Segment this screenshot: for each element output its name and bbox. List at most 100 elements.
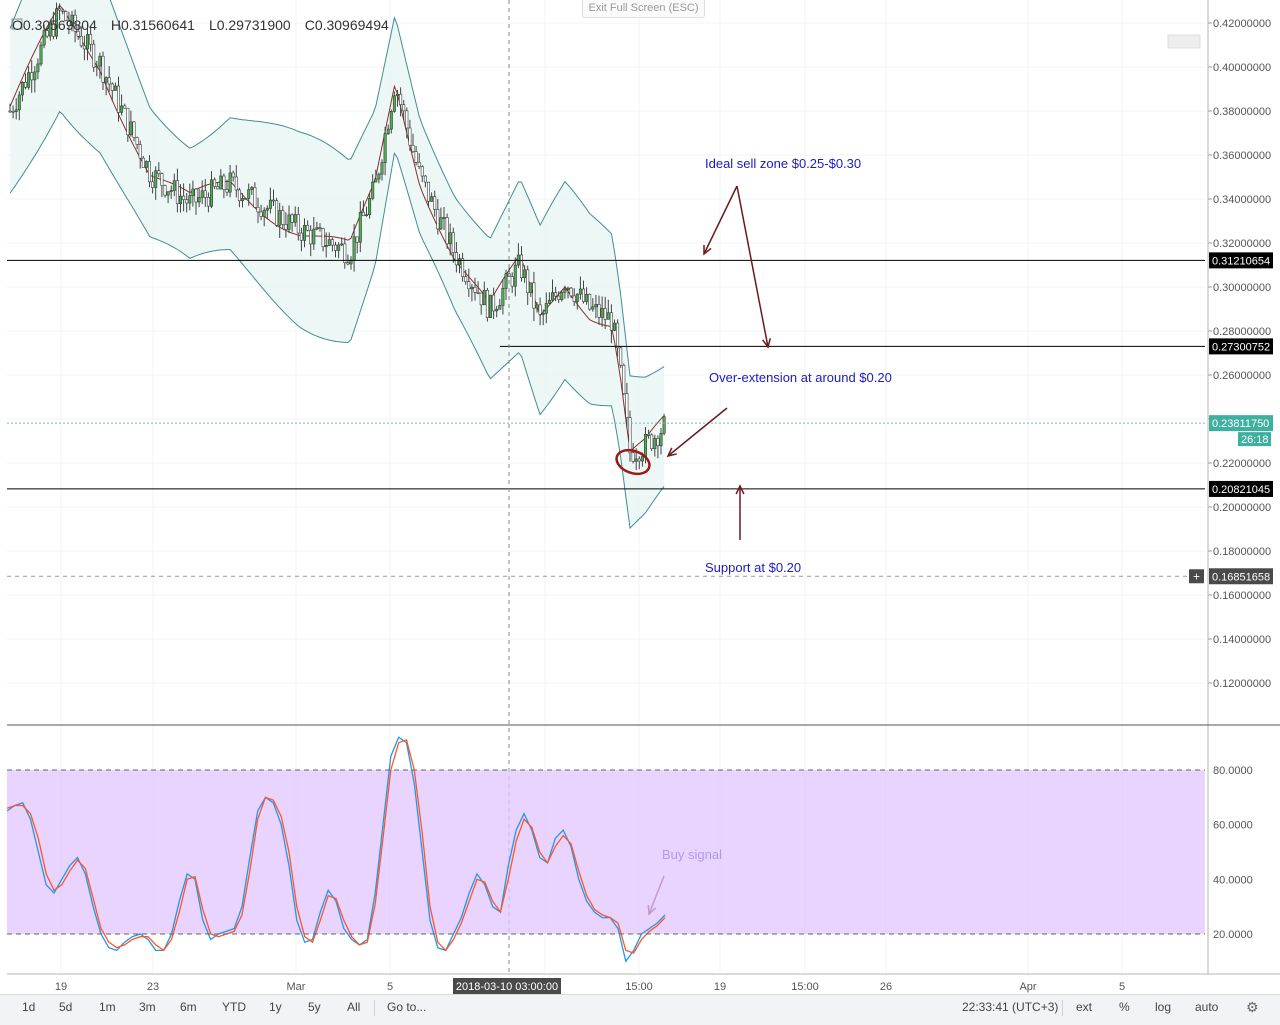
candle-body — [547, 299, 551, 304]
candle-body — [188, 195, 192, 204]
x-tick-label: 15:00 — [791, 981, 819, 993]
price-label-bg — [1209, 415, 1273, 432]
candle — [532, 271, 536, 322]
candle-body — [234, 176, 238, 191]
candle — [20, 81, 24, 102]
price-tick-label: 0.22000000 — [1213, 458, 1271, 470]
chart-area[interactable]: Ideal sell zone $0.25-$0.30 Over-extensio… — [0, 0, 1280, 994]
candle — [622, 363, 626, 396]
candle — [470, 284, 474, 302]
candle-body — [454, 252, 458, 266]
candle-body — [523, 269, 527, 278]
candle-body — [182, 195, 186, 200]
candle-body — [402, 104, 406, 112]
candle-body — [225, 189, 229, 193]
candle — [585, 287, 589, 305]
stoch-tick-label: 20.0000 — [1213, 929, 1253, 941]
candle — [318, 223, 322, 232]
candle — [324, 232, 328, 258]
candle-body — [647, 434, 651, 436]
bottom-toolbar: 1d 5d 1m 3m 6m YTD 1y 5y All Go to... 22… — [0, 994, 1280, 1025]
candle-body — [231, 172, 235, 178]
candle-body — [461, 258, 465, 278]
candle — [185, 193, 189, 213]
range-1m[interactable]: 1m — [99, 1000, 116, 1014]
candle-body — [135, 137, 139, 145]
candle-body — [185, 199, 189, 204]
gear-icon[interactable]: ⚙ — [1246, 999, 1259, 1015]
ext-toggle[interactable]: ext — [1076, 1000, 1093, 1014]
stoch-band — [7, 770, 1205, 934]
candle — [405, 107, 409, 139]
range-ytd[interactable]: YTD — [222, 1000, 246, 1014]
candle — [213, 177, 217, 190]
candle-body — [430, 196, 434, 202]
x-tick-label: Mar — [287, 981, 306, 993]
candle — [423, 175, 427, 188]
annotation-text: Ideal sell zone $0.25-$0.30 — [705, 156, 861, 171]
candle — [606, 299, 610, 320]
candle-body — [439, 217, 443, 230]
candle — [222, 173, 226, 199]
candle-body — [160, 173, 164, 186]
log-toggle[interactable]: log — [1155, 1000, 1172, 1014]
candle — [107, 66, 111, 92]
candle-body — [148, 161, 152, 183]
goto-button[interactable]: Go to... — [387, 1000, 427, 1014]
x-tick-label: 26 — [880, 981, 892, 993]
candle-body — [262, 209, 266, 217]
candle — [135, 136, 139, 150]
candle — [27, 66, 31, 90]
range-1y[interactable]: 1y — [269, 1000, 282, 1014]
candle-body — [169, 190, 173, 193]
candle — [70, 10, 74, 32]
candle-body — [166, 191, 170, 196]
range-5d[interactable]: 5d — [59, 1000, 73, 1014]
candle — [575, 293, 579, 310]
candle — [408, 119, 412, 151]
range-all[interactable]: All — [347, 1000, 361, 1014]
exit-fullscreen-button[interactable]: Exit Full Screen (ESC) — [582, 0, 705, 18]
percent-toggle[interactable]: % — [1119, 1000, 1130, 1014]
price-tick-label: 0.38000000 — [1213, 106, 1271, 118]
candle-body — [290, 214, 294, 223]
candle-body — [27, 72, 31, 88]
price-tick-label: 0.30000000 — [1213, 282, 1271, 294]
candle — [11, 105, 15, 119]
candle — [197, 188, 201, 208]
candle-body — [70, 14, 74, 26]
candle — [529, 282, 533, 297]
candle-body — [368, 198, 372, 216]
range-6m[interactable]: 6m — [180, 1000, 197, 1014]
countdown-label: 26:18 — [1241, 434, 1269, 446]
candle-body — [485, 290, 489, 318]
candle-body — [117, 85, 121, 113]
range-5y[interactable]: 5y — [308, 1000, 321, 1014]
candle — [110, 82, 114, 101]
range-3m[interactable]: 3m — [139, 1000, 156, 1014]
candle — [61, 8, 65, 15]
candle — [482, 281, 486, 306]
candle — [526, 265, 530, 305]
candle — [383, 126, 387, 176]
candle — [402, 99, 406, 121]
candle-body — [640, 456, 644, 462]
candle — [386, 124, 390, 135]
candle-body — [237, 189, 241, 202]
candle — [306, 220, 310, 232]
candle — [45, 26, 49, 39]
clock-display: 22:33:41 (UTC+3) — [962, 1000, 1059, 1014]
candle-body — [535, 304, 539, 309]
candle — [439, 207, 443, 231]
candle-body — [408, 127, 412, 146]
candle-body — [210, 179, 214, 207]
price-tick-label: 0.12000000 — [1213, 678, 1271, 690]
range-1d[interactable]: 1d — [22, 1000, 36, 1014]
auto-toggle[interactable]: auto — [1195, 1000, 1219, 1014]
candle — [241, 193, 245, 208]
candle-body — [600, 308, 604, 318]
candle-body — [54, 8, 58, 37]
candle-body — [42, 30, 46, 46]
candle-body — [476, 291, 480, 294]
candle-body — [321, 228, 325, 248]
